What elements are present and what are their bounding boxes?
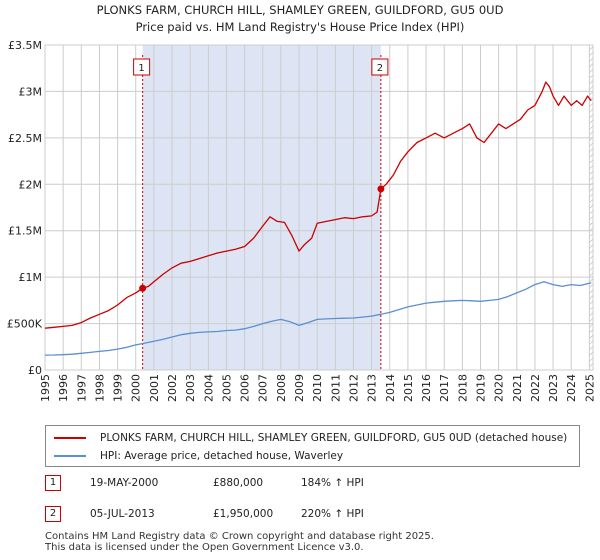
x-tick-label: 2001	[148, 374, 161, 402]
x-tick-label: 2025	[583, 374, 596, 402]
sale-point	[139, 284, 147, 292]
footer: Contains HM Land Registry data © Crown c…	[45, 531, 434, 553]
x-tick-label: 2002	[166, 374, 179, 402]
y-tick-label: £1.5M	[8, 225, 42, 238]
y-tick-label: £500K	[7, 318, 43, 331]
sale-date: 19-MAY-2000	[90, 477, 159, 489]
plot-border	[44, 44, 594, 371]
x-tick-label: 1995	[39, 374, 52, 402]
y-tick-label: £3.5M	[8, 39, 42, 52]
y-tick-label: £2.5M	[8, 132, 42, 145]
x-tick-label: 2014	[384, 374, 397, 402]
x-tick-label: 2012	[347, 374, 360, 402]
x-tick-label: 2007	[257, 374, 270, 402]
sale-hpi-change: 184% ↑ HPI	[301, 477, 364, 489]
y-tick-label: £3M	[19, 85, 43, 98]
price-chart: PLONKS FARM, CHURCH HILL, SHAMLEY GREEN,…	[7, 3, 597, 402]
y-tick-label: £2M	[19, 178, 43, 191]
sale-row-2: 2 05-JUL-2013 £1,950,000 220% ↑ HPI	[45, 506, 565, 524]
y-tick-label: £0	[28, 364, 42, 377]
legend: PLONKS FARM, CHURCH HILL, SHAMLEY GREEN,…	[45, 425, 580, 467]
x-tick-label: 1999	[112, 374, 125, 402]
x-tick-label: 1998	[93, 374, 106, 402]
sale-price: £1,950,000	[213, 508, 274, 520]
x-tick-label: 2013	[366, 374, 379, 402]
hpi-line	[44, 281, 592, 356]
y-tick-label: £1M	[19, 271, 43, 284]
sale-badge: 1	[45, 475, 61, 491]
x-tick-label: 2017	[438, 374, 451, 402]
x-tick-label: 2016	[420, 374, 433, 402]
forecast-hatch	[589, 45, 593, 370]
sale-hpi-change: 220% ↑ HPI	[301, 508, 364, 520]
sale-price: £880,000	[213, 477, 264, 489]
legend-swatch-hpi	[54, 455, 86, 457]
legend-swatch-property	[54, 437, 86, 439]
x-tick-label: 2000	[130, 374, 143, 402]
sale-marker-label: 1	[138, 63, 144, 74]
chart-subtitle: Price paid vs. HM Land Registry's House …	[136, 20, 465, 34]
x-tick-label: 1996	[57, 374, 70, 402]
x-tick-label: 2020	[493, 374, 506, 402]
x-tick-label: 2021	[511, 374, 524, 402]
x-tick-label: 2022	[529, 374, 542, 402]
chart-title: PLONKS FARM, CHURCH HILL, SHAMLEY GREEN,…	[97, 3, 504, 17]
sale-marker-label: 2	[377, 63, 383, 74]
ownership-shade	[142, 45, 381, 370]
sale-row-1: 1 19-MAY-2000 £880,000 184% ↑ HPI	[45, 475, 565, 493]
x-tick-label: 2015	[402, 374, 415, 402]
x-tick-label: 2003	[184, 374, 197, 402]
property-price-line	[44, 81, 592, 329]
x-tick-label: 2008	[275, 374, 288, 402]
legend-label-hpi: HPI: Average price, detached house, Wave…	[100, 450, 344, 462]
x-tick-label: 2024	[565, 374, 578, 402]
x-tick-label: 1997	[75, 374, 88, 402]
sale-marker-box	[133, 58, 151, 76]
footer-copyright: Contains HM Land Registry data © Crown c…	[45, 531, 434, 542]
x-tick-label: 2010	[311, 374, 324, 402]
x-tick-label: 2009	[293, 374, 306, 402]
x-tick-label: 2006	[239, 374, 252, 402]
sale-point	[377, 185, 385, 193]
x-tick-label: 2004	[202, 374, 215, 402]
legend-item-hpi: HPI: Average price, detached house, Wave…	[54, 447, 343, 465]
legend-item-property: PLONKS FARM, CHURCH HILL, SHAMLEY GREEN,…	[54, 429, 567, 447]
x-tick-label: 2019	[474, 374, 487, 402]
sale-date: 05-JUL-2013	[90, 508, 155, 520]
legend-label-property: PLONKS FARM, CHURCH HILL, SHAMLEY GREEN,…	[100, 432, 568, 444]
sale-marker-box	[371, 58, 389, 76]
x-tick-label: 2011	[329, 374, 342, 402]
sale-badge: 2	[45, 506, 61, 522]
x-tick-label: 2005	[220, 374, 233, 402]
x-tick-label: 2018	[456, 374, 469, 402]
footer-licence: This data is licensed under the Open Gov…	[45, 542, 364, 553]
x-tick-label: 2023	[547, 374, 560, 402]
